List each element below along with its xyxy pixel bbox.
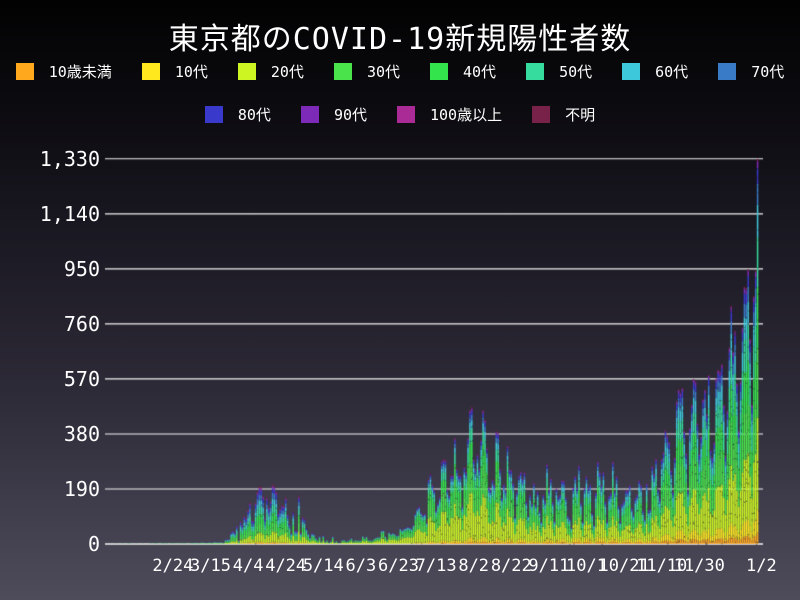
x-tick-label: 3/15	[190, 556, 231, 576]
x-tick-label: 9/11	[528, 556, 570, 576]
x-tick-label: 4/24	[265, 556, 307, 576]
x-tick-label: 10/1	[566, 556, 607, 576]
x-tick-label: 10/21	[598, 556, 650, 576]
x-tick-label: 8/22	[490, 556, 532, 576]
y-tick-label: 760	[63, 311, 100, 336]
x-tick-label: 8/2	[458, 556, 490, 576]
y-tick-label: 1,140	[39, 201, 100, 226]
x-tick-label: 11/30	[673, 556, 725, 576]
x-tick-label: 11/10	[636, 556, 688, 576]
x-tick-label: 1/2	[745, 556, 777, 576]
x-tick-label: 4/4	[232, 556, 264, 576]
x-tick-label: 5/14	[302, 556, 344, 576]
y-tick-label: 570	[63, 366, 100, 391]
x-tick-label: 6/3	[345, 556, 377, 576]
y-tick-label: 0	[87, 532, 100, 556]
y-tick-label: 190	[63, 476, 100, 501]
y-tick-label: 950	[63, 256, 100, 281]
y-tick-label: 1,330	[39, 146, 100, 171]
x-tick-label: 2/24	[152, 556, 194, 576]
y-tick-label: 380	[63, 421, 100, 446]
x-tick-label: 6/23	[378, 556, 419, 576]
x-tick-label: 7/13	[415, 556, 457, 576]
